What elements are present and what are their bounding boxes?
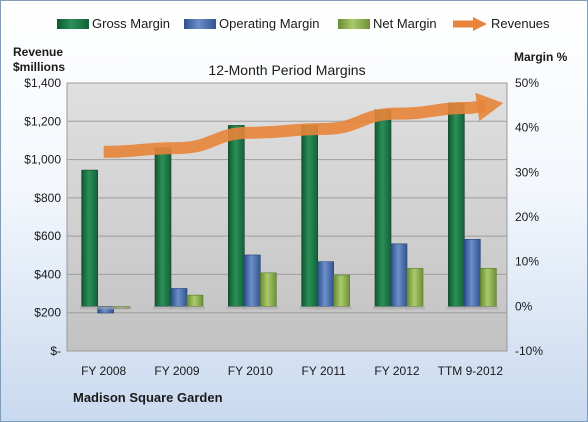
- bar-operating-margin: [317, 261, 334, 307]
- left-tick-label: $800: [34, 191, 61, 205]
- legend-swatch-net-margin: [338, 19, 370, 29]
- category-label: FY 2012: [374, 364, 419, 378]
- bar-gross-margin-base: [446, 306, 467, 310]
- left-tick-label: $400: [34, 267, 61, 281]
- legend-label-gross-margin: Gross Margin: [92, 16, 170, 31]
- bar-operating-margin-base: [315, 306, 336, 310]
- bar-gross-margin: [81, 169, 98, 307]
- legend-arrow-icon: [473, 17, 487, 31]
- bar-gross-margin: [448, 102, 465, 307]
- right-axis-ticks: -10% 0% 10% 20% 30% 40% 50%: [515, 76, 543, 358]
- left-tick-label: $1,400: [24, 76, 61, 90]
- bar-net-margin-base: [258, 306, 279, 310]
- category-label: FY 2008: [81, 364, 126, 378]
- legend-label-operating-margin: Operating Margin: [219, 16, 319, 31]
- left-tick-label: $1,000: [24, 153, 61, 167]
- bar-net-margin: [186, 294, 204, 307]
- left-tick-label: $600: [34, 229, 61, 243]
- left-tick-label: $-: [50, 344, 61, 358]
- bar-gross-margin: [374, 109, 392, 307]
- bar-net-margin: [480, 268, 497, 307]
- legend-swatch-operating-margin: [184, 19, 216, 29]
- legend-label-net-margin: Net Margin: [373, 16, 437, 31]
- bar-net-margin: [333, 274, 350, 307]
- bar-net-margin-base: [331, 306, 352, 310]
- bar-net-margin-base: [111, 306, 132, 310]
- bar-gross-margin-base: [226, 306, 247, 310]
- right-tick-label: 20%: [515, 210, 539, 224]
- bar-operating-margin: [244, 254, 261, 307]
- legend-item-operating-margin: Operating Margin: [184, 16, 319, 31]
- right-tick-label: 10%: [515, 255, 539, 269]
- left-axis-label-line1: Revenue: [13, 45, 63, 59]
- category-label: TTM 9-2012: [438, 364, 504, 378]
- bar-operating-margin: [390, 243, 408, 307]
- right-tick-label: 30%: [515, 165, 539, 179]
- legend: Gross Margin Operating Margin Net Margin…: [57, 16, 550, 31]
- right-axis-label: Margin %: [514, 50, 568, 64]
- revenues-arrow-line: [103, 92, 504, 158]
- bar-gross-margin-base: [299, 306, 320, 310]
- bar-operating-margin: [464, 239, 481, 307]
- bar-gross-margin: [228, 125, 245, 307]
- revenues-line: [103, 92, 504, 158]
- bar-operating-margin-base: [169, 306, 189, 310]
- legend-item-net-margin: Net Margin: [338, 16, 437, 31]
- legend-item-gross-margin: Gross Margin: [57, 16, 170, 31]
- bar-operating-margin-base: [389, 306, 409, 310]
- bar-gross-margin: [301, 125, 318, 307]
- left-tick-label: $200: [34, 306, 61, 320]
- bar-net-margin-base: [478, 306, 499, 310]
- bar-gross-margin: [154, 147, 172, 307]
- bar-gross-margin-base: [373, 306, 393, 310]
- bar-operating-margin: [170, 288, 188, 307]
- left-axis-ticks: $- $200 $400 $600 $800 $1,000 $1,200 $1,400: [24, 76, 61, 358]
- right-tick-label: 50%: [515, 76, 539, 90]
- category-label: FY 2010: [228, 364, 273, 378]
- bar-net-margin-base: [405, 306, 425, 310]
- left-axis-label-line2: $millions: [13, 60, 65, 74]
- bar-gross-margin-base: [79, 306, 100, 310]
- plot-area: [66, 82, 508, 352]
- legend-label-revenues: Revenues: [491, 16, 550, 31]
- chart-title: 12-Month Period Margins: [208, 62, 365, 78]
- bar-operating-margin-base: [462, 306, 483, 310]
- right-tick-label: 0%: [515, 299, 533, 313]
- category-label: FY 2009: [154, 364, 199, 378]
- bar-gross-margin-base: [153, 306, 173, 310]
- bar-net-margin-base: [185, 306, 205, 310]
- bar-net-margin: [260, 272, 277, 307]
- bar-net-margin: [406, 268, 424, 307]
- legend-item-revenues: Revenues: [453, 16, 550, 31]
- left-tick-label: $1,200: [24, 114, 61, 128]
- legend-swatch-gross-margin: [57, 19, 89, 29]
- right-tick-label: -10%: [515, 344, 543, 358]
- bar-operating-margin-base: [95, 306, 116, 310]
- category-label: FY 2011: [302, 364, 347, 378]
- right-tick-label: 40%: [515, 121, 539, 135]
- company-name: Madison Square Garden: [73, 390, 223, 405]
- bar-operating-margin-base: [242, 306, 263, 310]
- category-labels: FY 2008 FY 2009 FY 2010 FY 2011 FY 2012 TTM 9…: [81, 364, 503, 378]
- gridlines: [67, 120, 507, 314]
